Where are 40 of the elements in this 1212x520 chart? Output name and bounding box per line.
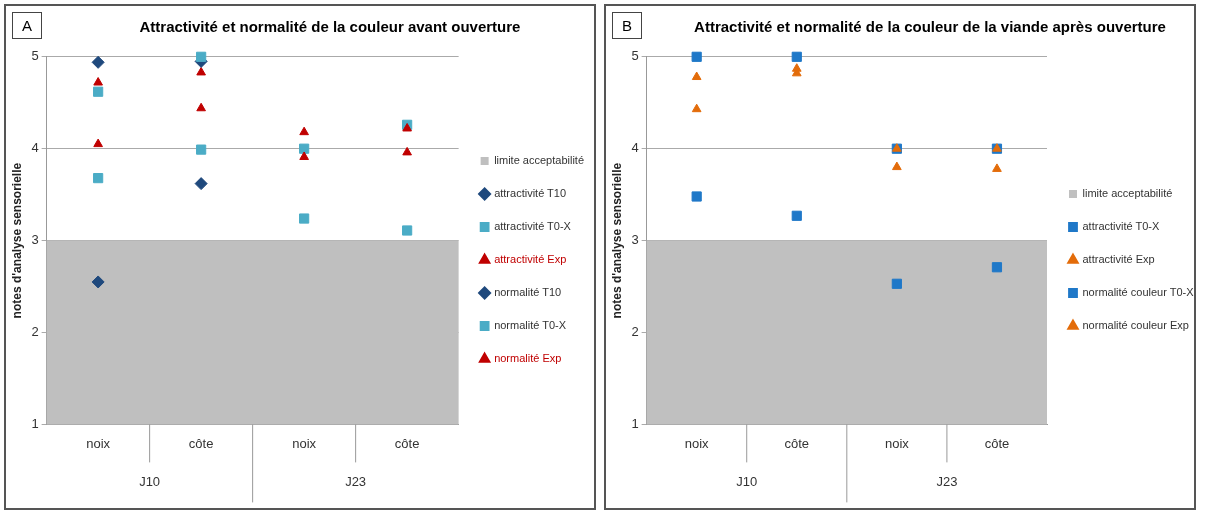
y-tick-label: 2 (31, 324, 39, 340)
text: J10 (139, 474, 161, 490)
legend-label: normalité T10 (494, 286, 562, 299)
y-tick-label: 1 (31, 415, 39, 431)
x-tick-label: noix (86, 435, 111, 451)
y-tick-label: 3 (631, 232, 639, 248)
y-tick-label: 1 (631, 415, 639, 431)
legend-label: attractivité T0-X (1082, 220, 1160, 233)
y-axis-title: notes d'analyse sensorielle (9, 162, 24, 319)
x-tick-label: noix (884, 435, 910, 451)
chart-title: Attractivité et normalité de la couleur avant ouverture (138, 18, 522, 35)
x-tick-label: côte (394, 435, 420, 451)
x-tick-label: côte (188, 435, 214, 451)
text: J10 (736, 474, 758, 490)
legend-label: attractivité T10 (494, 187, 567, 200)
legend-label: attractivité Exp (494, 253, 567, 266)
chart-title: Attractivité et normalité de la couleur de la viande après ouverture (693, 18, 1167, 35)
text: J23 (345, 474, 367, 490)
legend-label: normalité couleur Exp (1082, 319, 1189, 332)
x-tick-label: noix (684, 435, 710, 451)
x-tick-label: noix (292, 435, 317, 451)
legend-label: limite acceptabilité (494, 154, 584, 167)
x-tick-label: côte (784, 435, 810, 451)
legend-label: normalité couleur T0-X (1082, 286, 1195, 299)
legend-label: attractivité T0-X (494, 220, 572, 233)
y-tick-label: 4 (631, 140, 639, 156)
y-tick-label: 2 (631, 324, 639, 340)
legend-label: limite acceptabilité (1082, 187, 1173, 200)
chart-subtitle: B (612, 12, 643, 39)
y-tick-label: 5 (631, 48, 639, 64)
legend-label: attractivité Exp (1082, 253, 1155, 266)
x-tick-label: côte (984, 435, 1010, 451)
y-tick-label: 4 (31, 140, 39, 156)
y-tick-label: 3 (31, 232, 39, 248)
y-axis-title: notes d'analyse sensorielle (609, 162, 624, 319)
legend-label: normalité T0-X (494, 319, 567, 332)
text: J23 (936, 474, 958, 490)
chart-subtitle: A (12, 12, 43, 39)
y-tick-label: 5 (31, 48, 39, 64)
legend-label: normalité Exp (494, 352, 562, 365)
